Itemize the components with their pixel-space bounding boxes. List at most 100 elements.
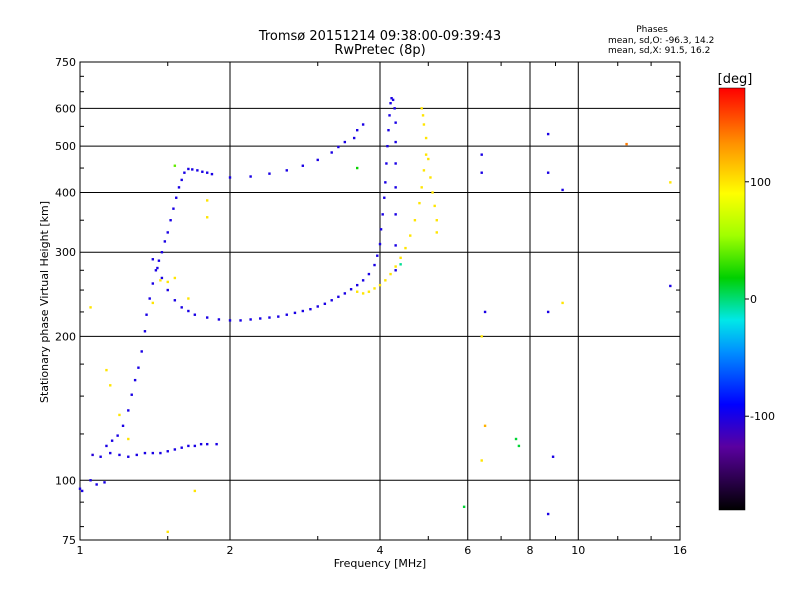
echo-point [137, 366, 140, 369]
echo-point [173, 164, 177, 167]
echo-point [462, 505, 466, 509]
echo-point [388, 114, 391, 117]
echo-point [386, 144, 389, 148]
echo-point [379, 228, 383, 231]
echo-point [301, 309, 305, 313]
x-tick-label: 16 [673, 544, 687, 557]
echo-point [669, 284, 672, 288]
echo-point [148, 297, 151, 300]
x-tick-label: 6 [464, 544, 471, 557]
echo-point [249, 318, 252, 321]
echo-point [187, 309, 190, 313]
echo-point [268, 316, 271, 319]
echo-point [352, 136, 356, 140]
echo-point [215, 442, 218, 446]
echo-point [343, 140, 347, 144]
echo-point [427, 157, 430, 161]
echo-point [316, 305, 319, 308]
echo-point [420, 186, 423, 189]
colorbar-tick-label: 0 [750, 293, 757, 306]
echo-point [546, 171, 550, 174]
x-tick-label: 10 [571, 544, 585, 557]
echo-point [145, 313, 148, 316]
echo-point [409, 234, 412, 237]
echo-point [561, 188, 564, 192]
echo-point [159, 451, 162, 455]
phase-stats-o-mode: mean, sd,O: -96.3, 14.2 [608, 36, 714, 46]
echo-point [301, 164, 305, 167]
echo-point [151, 282, 155, 285]
echo-point [205, 216, 209, 219]
echo-point [191, 168, 194, 171]
echo-point [480, 153, 483, 156]
echo-point [381, 213, 384, 216]
echo-point [285, 313, 288, 316]
colorbar-tick-label: -100 [750, 410, 775, 423]
echo-point [140, 350, 143, 353]
echo-point [355, 290, 359, 293]
echo-point [135, 453, 138, 457]
y-tick-label: 500 [55, 140, 76, 153]
echo-point [205, 442, 209, 446]
echo-point [393, 107, 396, 110]
echo-point [151, 301, 155, 305]
echo-point [89, 479, 92, 482]
echo-point [180, 306, 183, 309]
echo-point [172, 207, 175, 210]
echo-point [424, 136, 428, 140]
echo-point [373, 287, 376, 290]
echo-point [157, 259, 161, 262]
echo-point [156, 266, 159, 270]
echo-point [173, 299, 177, 302]
echo-point [133, 378, 137, 382]
echo-point [483, 424, 487, 428]
echo-point [316, 158, 319, 162]
echo-point [480, 459, 483, 462]
echo-point [118, 413, 121, 417]
echo-point [268, 172, 271, 175]
echo-point [367, 290, 371, 293]
echo-point [166, 231, 169, 234]
echo-point [394, 186, 397, 189]
echo-point [99, 455, 102, 458]
y-tick-label: 600 [55, 102, 76, 115]
echo-point [517, 444, 521, 448]
y-tick-label: 200 [55, 330, 76, 343]
echo-point [376, 254, 379, 257]
echo-point [173, 448, 177, 451]
echo-point [175, 196, 178, 199]
echo-point [390, 96, 393, 100]
echo-point [435, 231, 438, 234]
echo-point [384, 279, 387, 282]
echo-point [205, 171, 209, 174]
echo-point [433, 204, 436, 208]
echo-point [166, 288, 169, 292]
echo-point [116, 434, 119, 437]
echo-point [166, 530, 169, 534]
echo-point [361, 292, 365, 295]
echo-point [143, 330, 147, 333]
echo-point [514, 437, 518, 441]
echo-point [199, 442, 203, 446]
echo-point [399, 256, 402, 260]
phase-stats-heading: Phases [636, 25, 668, 35]
echo-point [183, 171, 186, 174]
echo-point [193, 489, 197, 493]
echo-point [343, 292, 347, 295]
echo-point [163, 240, 167, 243]
echo-point [337, 145, 340, 149]
echo-point [669, 181, 672, 184]
y-tick-label: 75 [62, 534, 76, 547]
echo-point [385, 162, 388, 165]
echo-point [355, 283, 359, 287]
y-tick-label: 750 [55, 56, 76, 69]
echo-point [435, 219, 438, 222]
echo-point [249, 175, 252, 178]
x-tick-label: 4 [377, 544, 384, 557]
echo-point [355, 166, 359, 170]
y-axis-ticks: 75 100 200 300 400 500 600 750 [55, 56, 680, 547]
echo-point [130, 393, 133, 396]
echo-point [625, 142, 628, 146]
echo-point [429, 176, 432, 179]
